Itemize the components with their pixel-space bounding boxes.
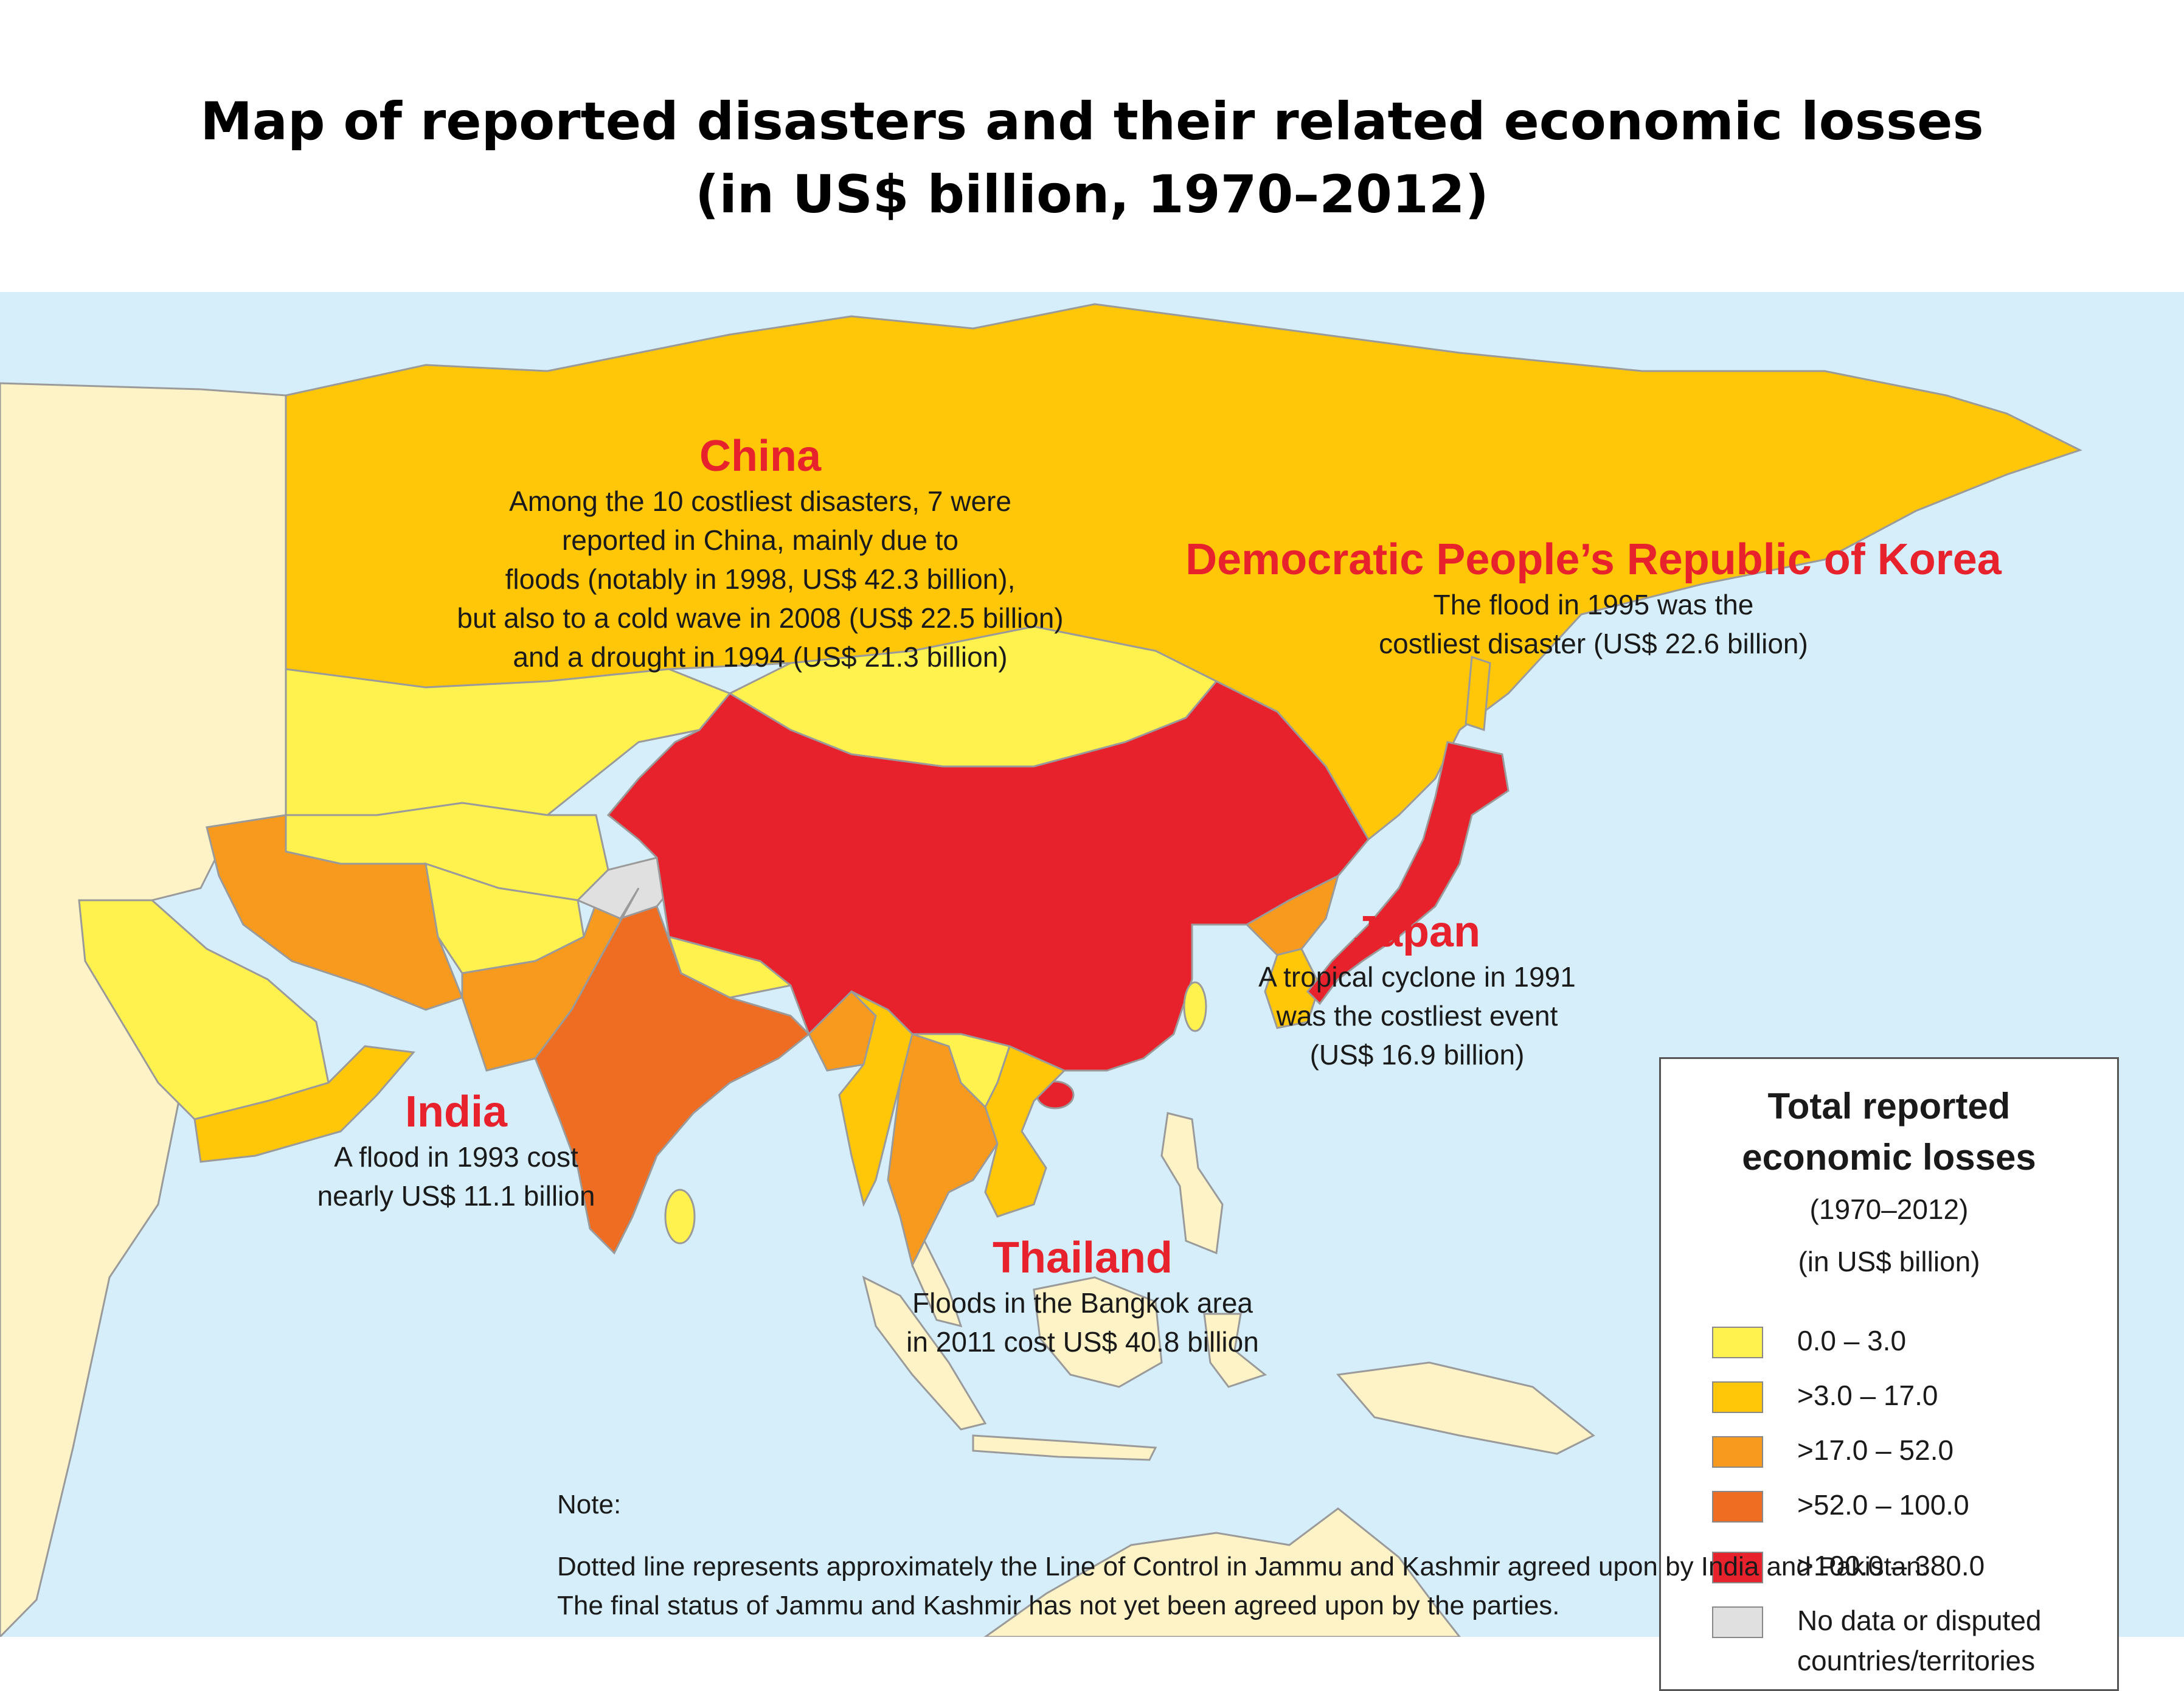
region-china (606, 680, 1370, 1072)
region-philippines (1160, 1112, 1224, 1255)
legend-title: Total reported economic losses (1661, 1081, 2117, 1183)
callout-dprk-line: The flood in 1995 was the (1433, 589, 1754, 620)
callout-india-line: nearly US$ 11.1 billion (317, 1180, 595, 1212)
legend-swatch (1712, 1552, 1763, 1583)
callout-india-line: A flood in 1993 cost (334, 1141, 578, 1173)
legend-title-line-2: economic losses (1742, 1137, 2036, 1178)
page-title: Map of reported disasters and their rela… (0, 85, 2184, 231)
legend-item: 0.0 – 3.0 (1712, 1321, 1906, 1358)
callout-china: China Among the 10 costliest disasters, … (389, 431, 1131, 676)
legend-label-line: No data or disputed (1797, 1605, 2042, 1636)
callout-japan-title: Japan (1353, 908, 1481, 956)
map-svg (0, 292, 2184, 1637)
callout-thailand-title: Thailand (992, 1234, 1173, 1282)
region-sakhalin (1465, 655, 1491, 732)
callout-china-line: and a drought in 1994 (US$ 21.3 billion) (513, 641, 1008, 673)
callout-dprk-title: Democratic People’s Republic of Korea (1185, 535, 2002, 584)
callout-china-line: but also to a cold wave in 2008 (US$ 22.… (457, 602, 1064, 634)
legend-swatch (1712, 1381, 1763, 1413)
note-line-2: The final status of Jammu and Kashmir ha… (557, 1591, 1560, 1620)
region-java (972, 1434, 1157, 1461)
callout-thailand-line: Floods in the Bangkok area (912, 1287, 1253, 1319)
title-line-2: (in US$ billion, 1970–2012) (695, 164, 1489, 225)
region-taiwan (1183, 981, 1207, 1032)
callout-dprk: Democratic People’s Republic of Korea Th… (1143, 534, 2044, 663)
note-line-1: Dotted line represents approximately the… (557, 1552, 1929, 1582)
callout-japan: Japan A tropical cyclone in 1991 was the… (1192, 906, 1642, 1074)
region-vietnam (984, 1044, 1066, 1218)
note-heading: Note: (557, 1490, 622, 1519)
callout-japan-line: (US$ 16.9 billion) (1309, 1039, 1525, 1071)
region-japan (1306, 741, 1510, 1005)
legend-label: >52.0 – 100.0 (1797, 1489, 1969, 1521)
region-new-guinea (1336, 1361, 1595, 1455)
region-malaysia (911, 1238, 963, 1328)
legend-label: 0.0 – 3.0 (1797, 1325, 1907, 1356)
region-australia (983, 1507, 1461, 1637)
legend-item: No data or disputed countries/territorie… (1712, 1600, 2042, 1686)
legend-unit: (in US$ billion) (1798, 1246, 1980, 1277)
legend-label: No data or disputed countries/territorie… (1797, 1600, 2042, 1681)
callout-china-line: Among the 10 costliest disasters, 7 were (509, 485, 1011, 517)
legend-label: >17.0 – 52.0 (1797, 1434, 1954, 1466)
region-myanmar (838, 990, 913, 1207)
legend-period: (1970–2012) (1809, 1193, 1969, 1225)
callout-china-line: floods (notably in 1998, US$ 42.3 billio… (505, 563, 1016, 595)
region-yemen-oman (193, 1045, 415, 1163)
callout-china-title: China (699, 432, 821, 481)
callout-japan-line: A tropical cyclone in 1991 (1258, 961, 1576, 993)
legend-item: >3.0 – 17.0 (1712, 1375, 1938, 1413)
legend-item: >17.0 – 52.0 (1712, 1430, 1954, 1468)
callout-india-title: India (404, 1088, 507, 1136)
title-line-1: Map of reported disasters and their rela… (200, 91, 1984, 152)
callout-japan-line: was the costliest event (1276, 1000, 1558, 1032)
legend-item: >100.0 – 380.0 (1712, 1546, 1985, 1583)
region-borneo (1033, 1276, 1163, 1388)
legend-title-line-1: Total reported (1767, 1086, 2011, 1127)
region-sulawesi (1203, 1313, 1267, 1388)
callout-thailand: Thailand Floods in the Bangkok area in 2… (839, 1232, 1326, 1361)
legend-swatch (1712, 1606, 1763, 1638)
map-panel: China Among the 10 costliest disasters, … (0, 292, 2184, 1691)
callout-india: India A flood in 1993 cost nearly US$ 11… (262, 1086, 651, 1215)
callout-china-line: reported in China, mainly due to (561, 524, 959, 556)
legend-label-line: countries/territories (1797, 1645, 2036, 1676)
legend-swatch (1712, 1436, 1763, 1468)
legend-item: >52.0 – 100.0 (1712, 1485, 1969, 1523)
legend-swatch (1712, 1491, 1763, 1523)
legend: Total reported economic losses (1970–201… (1659, 1057, 2119, 1691)
region-sri-lanka (664, 1189, 696, 1245)
legend-label: >3.0 – 17.0 (1797, 1380, 1938, 1411)
region-sumatra (862, 1276, 987, 1431)
legend-swatch (1712, 1327, 1763, 1358)
callout-dprk-line: costliest disaster (US$ 22.6 billion) (1379, 628, 1808, 659)
region-south-korea (1264, 948, 1321, 1029)
legend-label: >100.0 – 380.0 (1797, 1550, 1985, 1582)
callout-thailand-line: in 2011 cost US$ 40.8 billion (906, 1326, 1259, 1358)
